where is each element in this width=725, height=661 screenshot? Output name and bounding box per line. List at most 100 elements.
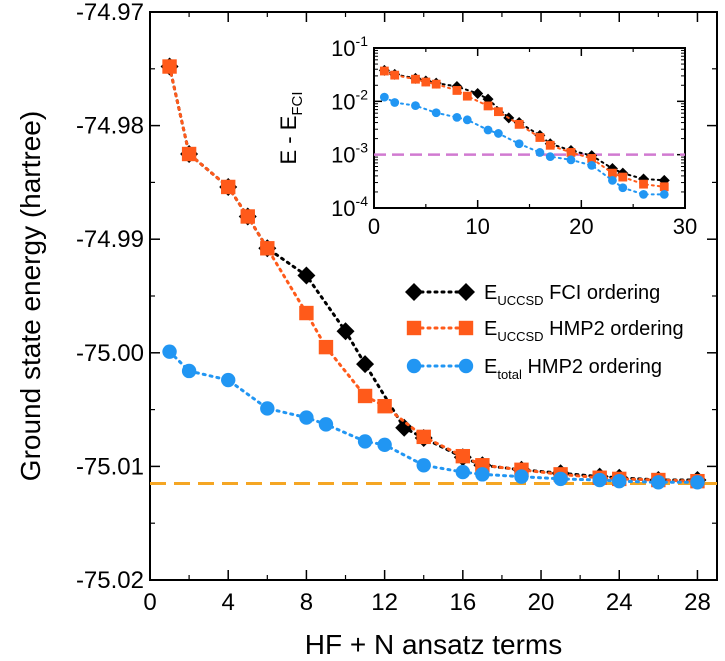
x-tick-label: 0	[143, 589, 156, 616]
inset-data-point	[431, 108, 441, 118]
data-point	[240, 209, 255, 224]
data-point	[651, 475, 666, 490]
data-point	[514, 469, 529, 484]
legend-label: Etotal HMP2 ordering	[484, 356, 662, 382]
inset-data-point	[587, 160, 597, 170]
inset-data-point	[639, 189, 648, 199]
legend-marker	[406, 358, 422, 374]
inset-data-point	[431, 79, 441, 89]
data-point	[356, 355, 375, 374]
inset-x-tick-label: 10	[465, 214, 489, 239]
data-point	[318, 339, 334, 355]
inset-data-point	[535, 133, 545, 142]
inset-y-tick-label: 10-3	[331, 140, 368, 168]
inset-data-point	[566, 155, 576, 165]
inset-x-tick-label: 0	[368, 214, 380, 239]
data-point	[181, 146, 197, 162]
x-tick-label: 28	[684, 589, 711, 616]
inset-data-point	[452, 86, 462, 95]
y-tick-label: -74.99	[76, 226, 144, 253]
data-point	[357, 434, 373, 449]
x-tick-label: 4	[222, 589, 235, 616]
inset-data-point	[587, 154, 597, 163]
data-point	[181, 363, 197, 379]
data-point	[553, 471, 568, 487]
legend-marker	[458, 320, 474, 336]
data-point	[336, 322, 355, 341]
data-point	[221, 179, 236, 195]
legend: EUCCSD FCI ordering EUCCSD HMP2 ordering E…	[405, 282, 684, 382]
x-tick-label: 8	[300, 589, 313, 616]
data-point	[416, 458, 431, 473]
data-point	[299, 305, 314, 321]
data-point	[221, 372, 236, 388]
legend-marker	[406, 320, 422, 336]
inset-data-point	[411, 101, 420, 111]
inset-data-point	[379, 66, 389, 76]
inset-data-point	[659, 182, 669, 192]
inset-data-point	[535, 148, 545, 157]
data-point	[690, 475, 705, 490]
data-point	[395, 418, 414, 437]
x-tick-label: 20	[528, 589, 555, 616]
inset-data-point	[659, 189, 669, 199]
data-point	[299, 410, 314, 425]
legend-marker	[457, 283, 475, 301]
data-point	[162, 344, 177, 359]
inset-frame	[373, 47, 686, 209]
inset-data-point	[462, 91, 472, 101]
data-point	[416, 429, 431, 445]
inset-data-point	[483, 125, 493, 135]
y-tick-label: -74.97	[76, 0, 144, 26]
inset-data-point	[494, 107, 503, 117]
data-point	[260, 241, 275, 256]
inset-data-point	[421, 77, 431, 87]
legend-marker	[458, 358, 474, 374]
inset-data-point	[545, 152, 555, 161]
y-tick-label: -74.98	[76, 113, 144, 140]
inset-data-point	[390, 70, 400, 80]
inset-data-point	[514, 119, 524, 129]
data-point	[592, 472, 607, 488]
inset-data-point	[545, 140, 555, 150]
inset-y-tick-label: 10-2	[331, 86, 368, 114]
y-tick-label: -75.01	[76, 453, 144, 480]
inset-y-axis-label: E - EFCI	[276, 91, 306, 164]
inset-x-tick-label: 20	[569, 214, 593, 239]
inset-data-point	[390, 98, 400, 107]
data-point	[612, 473, 627, 489]
y-tick-label: -75.02	[76, 567, 144, 594]
inset-data-point	[411, 74, 420, 84]
y-tick-label: -75.00	[76, 340, 144, 367]
inset-data-point	[639, 179, 648, 189]
data-point	[455, 464, 471, 480]
inset-data-point	[514, 139, 524, 149]
inset-data-point	[618, 183, 628, 193]
inset-data-point	[472, 88, 484, 100]
inset-x-tick-label: 30	[673, 214, 697, 239]
data-point	[162, 59, 177, 74]
inset-data-point	[483, 101, 493, 111]
data-point	[377, 398, 392, 414]
data-point	[318, 417, 334, 432]
legend-label: EUCCSD FCI ordering	[484, 282, 660, 308]
inset-data-point	[608, 168, 617, 178]
inset-data-point	[462, 115, 472, 125]
data-point	[377, 437, 392, 453]
x-tick-label: 12	[371, 589, 398, 616]
data-point	[475, 467, 490, 482]
legend-marker	[405, 283, 423, 301]
main-plot: 0 4 8 12 16 20 24 28 -74.97 -74.98 -74.99 -75.00 -75…	[15, 0, 718, 660]
x-tick-label: 16	[449, 589, 476, 616]
data-point	[357, 388, 373, 404]
y-axis-label: Ground state energy (hartree)	[15, 111, 46, 481]
x-axis-label: HF + N ansatz terms	[305, 629, 563, 660]
data-point	[260, 401, 275, 416]
inset-data-point	[608, 175, 617, 185]
inset-data-point	[494, 129, 503, 138]
inset-data-point	[452, 112, 462, 122]
data-point	[297, 266, 316, 285]
x-tick-label: 24	[606, 589, 633, 616]
inset-y-tick-label: 10-4	[331, 193, 368, 221]
